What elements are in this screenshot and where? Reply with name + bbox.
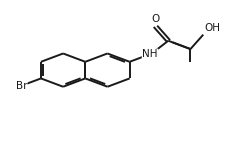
Text: NH: NH xyxy=(142,49,158,59)
Text: OH: OH xyxy=(204,24,220,33)
Text: O: O xyxy=(151,14,160,24)
Text: Br: Br xyxy=(16,81,27,91)
